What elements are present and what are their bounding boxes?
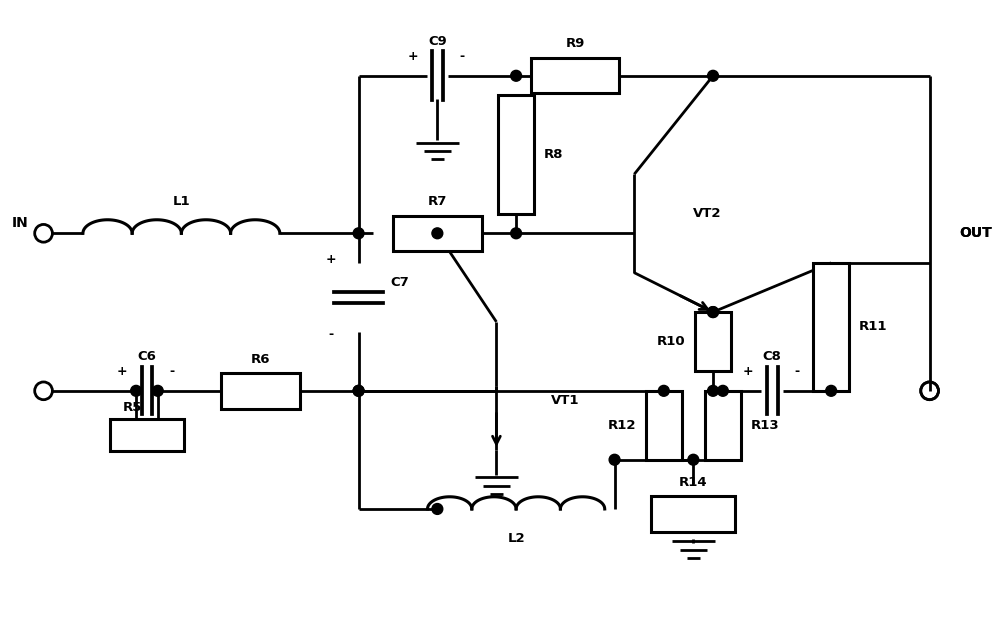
Text: IN: IN xyxy=(12,216,29,231)
Bar xyxy=(531,58,619,94)
Text: R9: R9 xyxy=(565,37,585,50)
Text: R5: R5 xyxy=(123,401,142,414)
Text: L2: L2 xyxy=(507,532,525,545)
Circle shape xyxy=(131,386,142,396)
Circle shape xyxy=(708,70,718,81)
Text: -: - xyxy=(794,365,799,378)
Text: +: + xyxy=(326,253,336,266)
Text: C7: C7 xyxy=(390,276,409,289)
Text: C8: C8 xyxy=(763,350,782,363)
Circle shape xyxy=(511,228,522,239)
Text: R7: R7 xyxy=(428,195,447,209)
Text: +: + xyxy=(407,49,418,63)
Circle shape xyxy=(708,307,718,317)
Text: VT2: VT2 xyxy=(693,207,722,220)
Text: VT1: VT1 xyxy=(551,394,579,407)
Text: R10: R10 xyxy=(657,335,685,348)
Circle shape xyxy=(353,228,364,239)
Bar xyxy=(813,263,849,391)
Circle shape xyxy=(826,386,837,396)
Text: R8: R8 xyxy=(544,148,563,161)
Text: R11: R11 xyxy=(859,320,887,333)
Bar xyxy=(221,373,300,408)
Bar xyxy=(705,391,741,459)
Circle shape xyxy=(658,386,669,396)
Circle shape xyxy=(353,386,364,396)
Text: C6: C6 xyxy=(137,350,156,363)
Text: R13: R13 xyxy=(750,419,779,432)
Circle shape xyxy=(152,386,163,396)
Circle shape xyxy=(609,454,620,465)
Circle shape xyxy=(353,386,364,396)
Bar xyxy=(646,391,682,459)
Bar xyxy=(393,216,482,251)
Circle shape xyxy=(432,504,443,514)
Bar xyxy=(651,496,735,532)
Circle shape xyxy=(511,70,522,81)
Text: -: - xyxy=(328,328,334,341)
Text: L1: L1 xyxy=(173,195,190,209)
Text: +: + xyxy=(117,365,128,378)
Text: OUT: OUT xyxy=(959,226,992,240)
Text: OUT: OUT xyxy=(959,226,992,240)
Bar xyxy=(498,95,534,214)
Text: R12: R12 xyxy=(608,419,636,432)
Bar xyxy=(110,420,184,451)
Circle shape xyxy=(688,454,699,465)
Text: -: - xyxy=(169,365,174,378)
Text: -: - xyxy=(459,49,465,63)
Circle shape xyxy=(708,307,718,317)
Text: +: + xyxy=(742,365,753,378)
Circle shape xyxy=(708,386,718,396)
Text: R6: R6 xyxy=(250,353,270,366)
Circle shape xyxy=(432,228,443,239)
Text: R14: R14 xyxy=(679,476,708,489)
Circle shape xyxy=(717,386,728,396)
Text: C9: C9 xyxy=(428,35,447,48)
Bar xyxy=(695,312,731,371)
